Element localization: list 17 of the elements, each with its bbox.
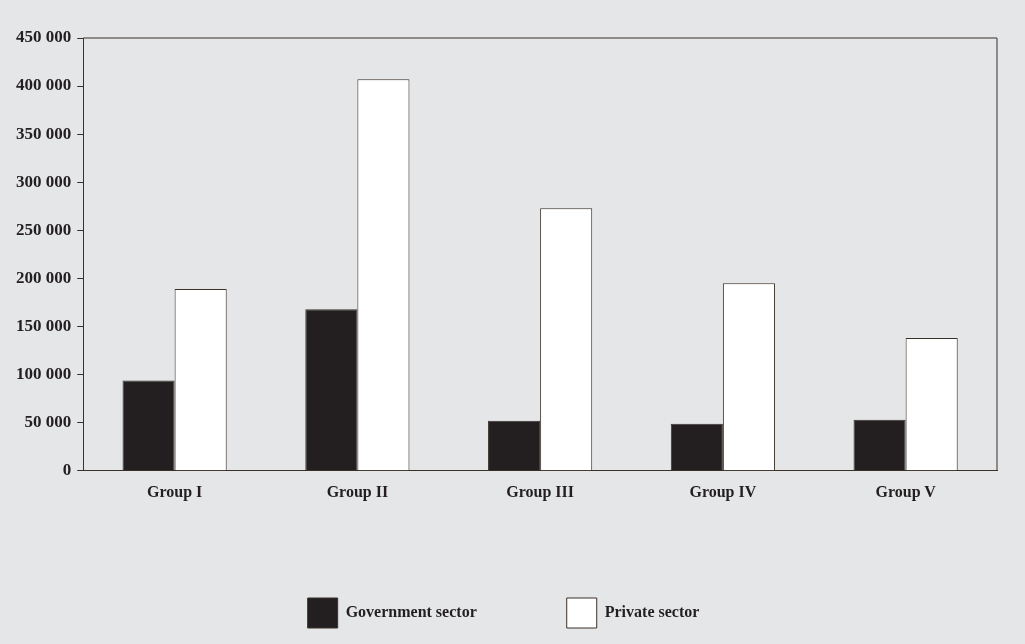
y-tick-label: 250 000 — [16, 219, 72, 239]
y-tick-label: 0 — [62, 460, 72, 480]
x-tick-label: Group IV — [689, 482, 757, 501]
legend-label: Private sector — [604, 603, 700, 621]
y-tick-label: 50 000 — [24, 412, 72, 432]
y-tick-label: 100 000 — [16, 364, 72, 384]
legend-label: Government sector — [345, 603, 477, 621]
x-tick-label: Group V — [875, 482, 937, 501]
x-tick-label: Group III — [506, 482, 574, 501]
y-tick-label: 200 000 — [16, 267, 72, 287]
y-tick-label: 150 000 — [16, 315, 72, 335]
y-tick-label: 400 000 — [16, 75, 72, 95]
y-tick-label: 300 000 — [16, 171, 72, 191]
x-tick-label: Group I — [146, 482, 203, 501]
x-tick-label: Group II — [326, 482, 389, 501]
y-tick-label: 350 000 — [16, 123, 72, 143]
y-tick-label: 450 000 — [16, 27, 72, 47]
